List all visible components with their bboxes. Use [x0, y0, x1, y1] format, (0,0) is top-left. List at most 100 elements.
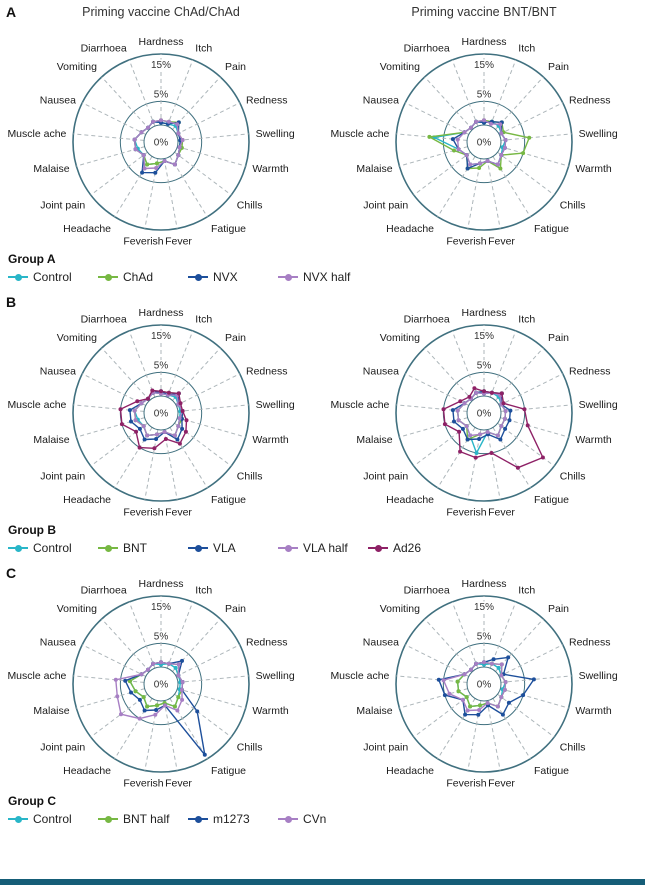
series-point — [132, 137, 137, 142]
series-point — [467, 394, 472, 399]
spoke — [489, 330, 517, 398]
series-point — [180, 697, 185, 702]
spoke — [467, 158, 482, 229]
series-point — [159, 389, 163, 394]
legend-items: Control ChAd NVX NVX half — [8, 270, 645, 284]
series-point — [139, 401, 144, 406]
series-point — [515, 465, 520, 470]
axis-label: Malaise — [356, 705, 392, 717]
spoke — [500, 417, 569, 438]
chart-cell: 15% 5% 0% Hardness Itch Pain Redness Swelling Wa… — [1, 292, 321, 527]
spoke — [497, 151, 555, 196]
series-point — [163, 703, 167, 708]
spoke — [500, 146, 569, 167]
section-c-charts: 15% 5% 0% Hardness Itch Pain Redness Swelling Wa… — [0, 563, 645, 798]
spoke — [486, 429, 501, 500]
axis-label: Vomiting — [57, 603, 97, 615]
series-point — [176, 662, 181, 667]
series-point — [159, 660, 163, 665]
radar-chart-a-chad: 15% 5% 0% Hardness Itch Pain Redness Swelling Wa… — [1, 21, 321, 256]
axis-label: Muscle ache — [330, 399, 389, 411]
series-point — [456, 418, 461, 423]
legend-group-a: Group A Control ChAd NVX NVX half — [0, 252, 645, 284]
series-point — [153, 712, 158, 717]
series-point — [151, 119, 156, 124]
axis-label: Fatigue — [211, 494, 246, 506]
series-point — [499, 391, 504, 396]
spoke — [90, 151, 148, 196]
series-point — [465, 708, 470, 713]
marker-dot — [194, 815, 202, 823]
axis-label: Malaise — [33, 163, 69, 175]
spoke — [101, 618, 150, 672]
series-point — [469, 125, 473, 130]
series-point — [153, 170, 158, 175]
axis-label: Swelling — [579, 128, 618, 140]
legend-item-nvx: NVX — [188, 270, 278, 284]
series-point — [135, 399, 140, 404]
axis-label: Muscle ache — [330, 128, 389, 140]
spoke — [175, 102, 240, 135]
series-point — [137, 445, 142, 450]
series-point — [502, 687, 507, 692]
spoke — [82, 102, 147, 135]
legend-item-control: Control — [8, 541, 98, 555]
spoke — [495, 618, 544, 672]
axis-label: Headache — [63, 223, 111, 235]
series-point — [180, 426, 185, 431]
series-point — [460, 426, 465, 431]
axis-label: Nausea — [363, 95, 399, 107]
spoke — [399, 417, 468, 438]
spoke — [177, 675, 249, 683]
radial-tick-label: 5% — [477, 89, 492, 100]
series-point — [507, 418, 512, 423]
axis-label: Headache — [63, 494, 111, 506]
axis-label: Hardness — [139, 36, 184, 48]
series-marker-icon — [98, 815, 118, 824]
axis-label: Hardness — [462, 307, 507, 319]
axis-label: Fever — [165, 777, 192, 789]
series-point — [155, 703, 159, 708]
axis-label: Feverish — [446, 777, 486, 789]
axis-label: Malaise — [33, 434, 69, 446]
marker-dot — [104, 273, 112, 281]
series-point — [499, 673, 504, 678]
series-point — [527, 135, 532, 140]
section-a: A Priming vaccine ChAd/ChAd 15% 5% 0% Hardn… — [0, 0, 645, 284]
axis-label: Pain — [225, 61, 246, 73]
series-point — [457, 429, 462, 434]
series-point — [146, 667, 150, 672]
series-point — [503, 680, 508, 684]
series-point — [498, 437, 503, 442]
series-point — [498, 122, 503, 127]
spoke — [101, 76, 150, 130]
chart-title-chad: Priming vaccine ChAd/ChAd — [82, 5, 240, 19]
series-marker-icon — [8, 273, 28, 282]
spoke — [486, 700, 501, 771]
spoke — [492, 427, 531, 489]
axis-label: Joint pain — [363, 741, 408, 753]
series-point — [499, 424, 504, 429]
axis-label: Feverish — [446, 506, 486, 518]
series-point — [145, 433, 150, 438]
legend-label: Control — [33, 270, 72, 284]
radar-chart-b-chad: 15% 5% 0% Hardness Itch Pain Redness Swelling Wa… — [1, 292, 321, 527]
spoke — [399, 146, 468, 167]
series-point — [133, 147, 138, 152]
axis-label: Itch — [195, 42, 212, 54]
legend-title: Group B — [8, 523, 56, 537]
spoke — [497, 422, 555, 467]
series-point — [202, 752, 207, 757]
legend-item-vla-half: VLA half — [278, 541, 368, 555]
series-point — [462, 130, 467, 135]
axis-label: Swelling — [579, 670, 618, 682]
spoke — [405, 102, 470, 135]
spoke — [177, 146, 246, 167]
chart-cell: Priming vaccine BNT/BNT 15% 5% 0% Hardness I… — [324, 5, 644, 256]
axis-label: Joint pain — [40, 470, 85, 482]
series-point — [508, 408, 513, 413]
legend-items: Control BNT VLA VLA half Ad26 — [8, 541, 645, 555]
spoke — [497, 693, 555, 738]
axis-label: Vomiting — [57, 332, 97, 344]
legend-label: Control — [33, 541, 72, 555]
